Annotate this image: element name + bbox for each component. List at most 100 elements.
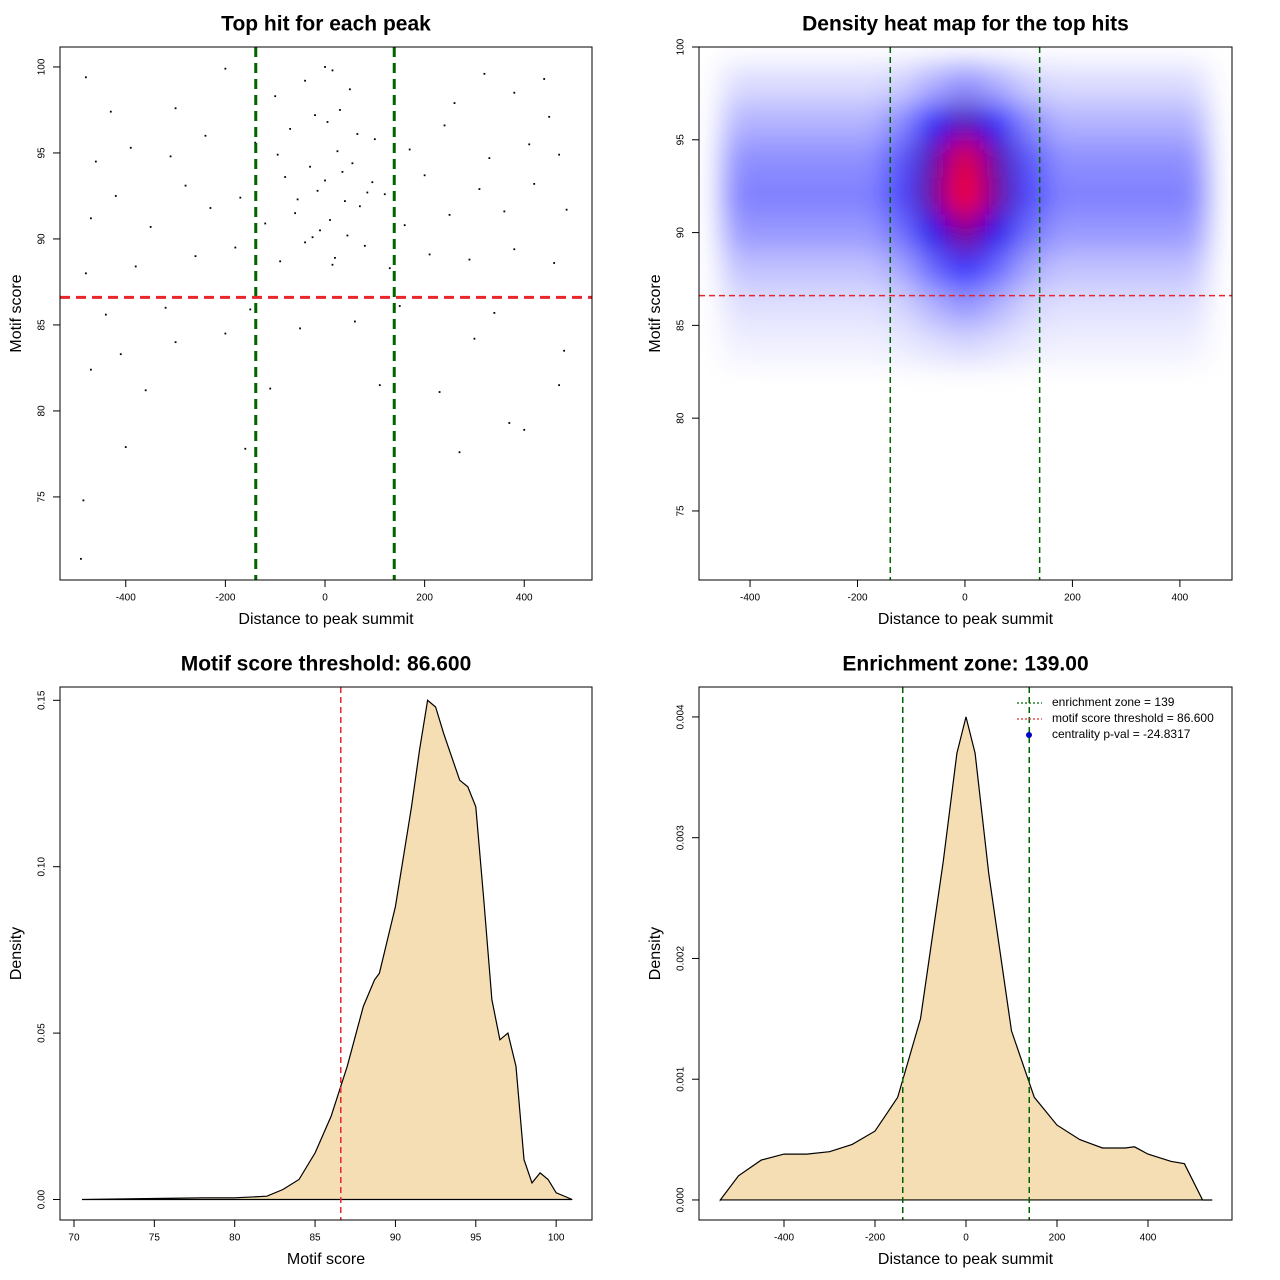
point: [341, 170, 344, 173]
heat-cell: [948, 139, 982, 178]
x-tick-label: 70: [68, 1233, 80, 1244]
heat-cell: [1142, 65, 1176, 104]
x-axis-label: Distance to peak summit: [878, 611, 1054, 628]
heat-cell: [852, 102, 885, 141]
heat-cell: [1142, 176, 1176, 215]
heat-cell: [884, 176, 918, 215]
y-tick-label: 95: [37, 147, 48, 159]
y-tick-label: 0.001: [676, 1066, 687, 1091]
x-tick-label: 400: [1140, 1233, 1157, 1244]
heat-cell: [1013, 139, 1047, 178]
point: [169, 155, 172, 158]
point: [356, 133, 359, 135]
heat-cell: [1013, 102, 1047, 141]
point: [254, 141, 257, 144]
point: [324, 179, 326, 182]
heat-cell: [723, 65, 756, 104]
heat-cell: [1045, 139, 1079, 178]
point: [366, 191, 369, 194]
point: [438, 391, 441, 393]
heat-cell: [1045, 176, 1079, 215]
heat-cell: [852, 176, 885, 215]
point: [279, 260, 282, 263]
heat-cell: [1110, 325, 1143, 363]
heat-cell: [819, 176, 853, 215]
point: [319, 229, 321, 232]
point: [114, 195, 117, 197]
heat-cell: [884, 214, 918, 252]
heat-cell: [916, 102, 950, 141]
heat-cell: [1077, 288, 1111, 326]
point: [349, 88, 351, 91]
y-tick-label: 90: [37, 233, 48, 245]
point: [353, 320, 356, 323]
point: [174, 341, 177, 344]
heat-cell: [1013, 214, 1047, 252]
point: [513, 248, 516, 251]
x-tick-label: -200: [865, 1233, 885, 1244]
point: [363, 244, 366, 247]
heat-cell: [1077, 176, 1111, 215]
point: [488, 157, 491, 160]
density-area: [719, 716, 1213, 1202]
point: [331, 263, 334, 266]
heat-cell: [948, 325, 982, 363]
point: [448, 213, 451, 216]
heat-cell: [981, 325, 1014, 363]
heat-cell: [755, 251, 789, 289]
heat-cell: [852, 251, 885, 289]
point: [309, 165, 311, 168]
heat-cell: [981, 251, 1014, 289]
heat-cell: [755, 214, 789, 252]
plot-area: [81, 687, 573, 1220]
legend-point: [1026, 732, 1032, 738]
heat-cell: [948, 65, 982, 104]
panel: Motif score threshold: 86.600 Motif score…: [8, 653, 593, 1268]
heat-cell: [1077, 102, 1111, 141]
heat-cell: [852, 325, 885, 363]
point: [324, 66, 326, 68]
point: [493, 311, 496, 314]
x-tick-label: 0: [963, 1233, 969, 1244]
heat-cell: [948, 288, 982, 326]
x-axis-label: Motif score: [287, 1251, 365, 1268]
panel: Top hit for each peak Distance to peak su…: [8, 13, 593, 628]
heat-cell: [1142, 288, 1176, 326]
y-tick-label: 80: [676, 412, 687, 424]
point: [344, 200, 346, 203]
plot-frame: [59, 686, 593, 1221]
point: [316, 189, 319, 192]
y-axis-label: Density: [8, 927, 25, 980]
heat-cell: [1142, 251, 1176, 289]
y-tick-label: 0.003: [676, 825, 687, 850]
panel: Density heat map for the top hits Distanc…: [647, 13, 1233, 628]
heat-cell: [1142, 139, 1176, 178]
heat-cell: [981, 214, 1014, 252]
plot-frame: [698, 686, 1233, 1221]
point: [244, 447, 247, 450]
point: [129, 146, 132, 149]
heat-cell: [787, 102, 821, 141]
point: [234, 246, 237, 249]
heat-cell: [819, 139, 853, 178]
heat-cell: [755, 325, 789, 363]
point: [89, 368, 92, 371]
point: [85, 272, 87, 275]
heat-cell: [884, 102, 918, 141]
point: [388, 267, 391, 270]
point: [336, 150, 339, 153]
heat-cell: [755, 176, 789, 215]
point: [184, 184, 187, 187]
heat-cell: [948, 176, 982, 215]
point: [528, 143, 531, 146]
x-tick-label: -400: [740, 593, 760, 604]
heat-cell: [1174, 251, 1208, 289]
heat-cell: [1174, 139, 1208, 178]
point: [408, 148, 411, 151]
point: [311, 236, 314, 239]
point: [239, 196, 242, 199]
heat-cell: [981, 176, 1014, 215]
x-tick-label: 75: [149, 1233, 161, 1244]
heat-cell: [916, 139, 950, 178]
heatmap: [723, 65, 1208, 363]
